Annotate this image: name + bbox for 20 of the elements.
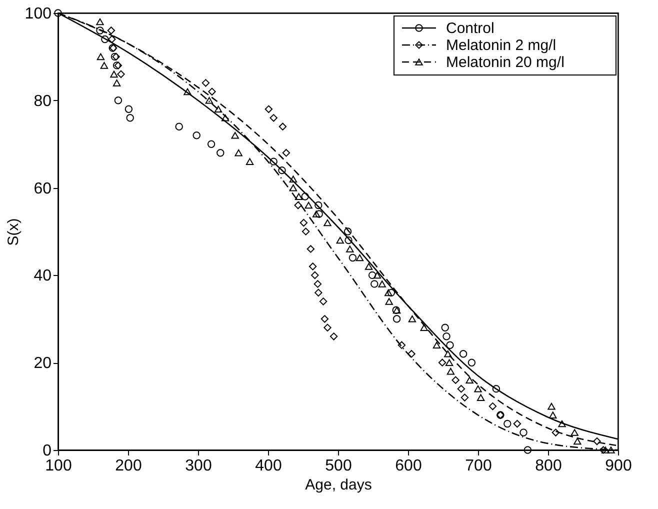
x-tick-label: 300 bbox=[185, 458, 212, 474]
x-tick-label: 800 bbox=[535, 458, 562, 474]
y-tick-label: 100 bbox=[24, 6, 52, 22]
y-axis-title: S(x) bbox=[4, 218, 22, 246]
x-axis-title: Age, days bbox=[305, 476, 372, 494]
x-tick-label: 400 bbox=[255, 458, 282, 474]
x-tick-label: 900 bbox=[605, 458, 632, 474]
legend-label: Melatonin 20 mg/l bbox=[446, 54, 564, 71]
y-tick-label: 0 bbox=[42, 442, 52, 460]
x-tick-label: 500 bbox=[325, 458, 352, 474]
y-tick-label: 40 bbox=[34, 268, 52, 285]
x-tick-label: 100 bbox=[45, 458, 72, 474]
y-tick-label: 20 bbox=[34, 355, 52, 372]
y-tick-label: 60 bbox=[34, 180, 52, 198]
x-tick-label: 600 bbox=[395, 458, 422, 474]
x-tick-label: 700 bbox=[465, 458, 492, 474]
legend-label: Control bbox=[446, 20, 494, 37]
x-tick-label: 200 bbox=[115, 458, 142, 474]
legend-label: Melatonin 2 mg/l bbox=[446, 37, 556, 54]
y-tick-label: 80 bbox=[34, 92, 52, 110]
